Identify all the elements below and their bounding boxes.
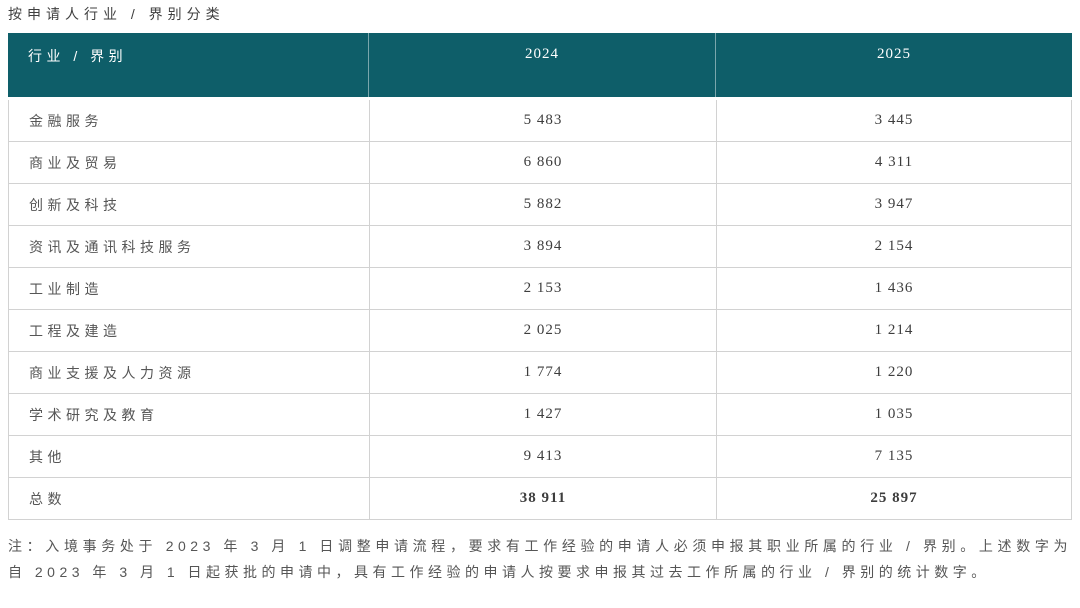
value-2024: 1 774: [369, 352, 716, 393]
value-2024: 2 153: [369, 268, 716, 309]
industry-label: 商业支援及人力资源: [29, 364, 196, 381]
table-row: 商业及贸易 6 860 4 311: [9, 142, 1071, 184]
table-row: 工业制造 2 153 1 436: [9, 268, 1071, 310]
industry-label: 金融服务: [29, 112, 103, 129]
value-2025: 2 154: [716, 226, 1071, 267]
value-2025: 1 035: [716, 394, 1071, 435]
value-2025: 1 220: [716, 352, 1071, 393]
table-body: 金融服务 5 483 3 445 商业及贸易 6 860 4 311 创新及科技…: [8, 100, 1072, 520]
value-2024: 38 911: [369, 478, 716, 519]
industry-label: 商业及贸易: [29, 154, 122, 171]
value-2025: 4 311: [716, 142, 1071, 183]
table-header-row: 行业 / 界别 2024 2025: [8, 33, 1072, 97]
value-2024: 6 860: [369, 142, 716, 183]
page-container: 按申请人行业 / 界别分类 行业 / 界别 2024 2025 金融服务 5 4…: [0, 6, 1080, 585]
value-2024: 1 427: [369, 394, 716, 435]
table-row: 创新及科技 5 882 3 947: [9, 184, 1071, 226]
value-2024: 9 413: [369, 436, 716, 477]
footnote: 注：入境事务处于 2023 年 3 月 1 日调整申请流程，要求有工作经验的申请…: [8, 538, 1072, 580]
value-2025: 7 135: [716, 436, 1071, 477]
value-2024: 5 882: [369, 184, 716, 225]
industry-label: 资讯及通讯科技服务: [29, 238, 196, 255]
value-2025: 25 897: [716, 478, 1071, 519]
page-title: 按申请人行业 / 界别分类: [8, 6, 225, 22]
industry-label: 创新及科技: [29, 196, 122, 213]
industry-label: 其他: [29, 448, 66, 465]
table-row: 总数 38 911 25 897: [9, 478, 1071, 520]
header-cell-2024: 2024: [368, 33, 715, 97]
value-2025: 1 436: [716, 268, 1071, 309]
value-2024: 2 025: [369, 310, 716, 351]
industry-label: 工程及建造: [29, 322, 122, 339]
value-2025: 3 947: [716, 184, 1071, 225]
table-row: 商业支援及人力资源 1 774 1 220: [9, 352, 1071, 394]
table-row: 学术研究及教育 1 427 1 035: [9, 394, 1071, 436]
table-row: 工程及建造 2 025 1 214: [9, 310, 1071, 352]
header-cell-category: 行业 / 界别: [28, 48, 128, 64]
industry-label: 工业制造: [29, 280, 103, 297]
industry-label: 学术研究及教育: [29, 406, 159, 423]
table-row: 资讯及通讯科技服务 3 894 2 154: [9, 226, 1071, 268]
table-row: 金融服务 5 483 3 445: [9, 100, 1071, 142]
value-2025: 1 214: [716, 310, 1071, 351]
value-2024: 5 483: [369, 100, 716, 141]
header-cell-2025: 2025: [715, 33, 1072, 97]
value-2025: 3 445: [716, 100, 1071, 141]
value-2024: 3 894: [369, 226, 716, 267]
industry-label: 总数: [29, 490, 66, 507]
table-row: 其他 9 413 7 135: [9, 436, 1071, 478]
